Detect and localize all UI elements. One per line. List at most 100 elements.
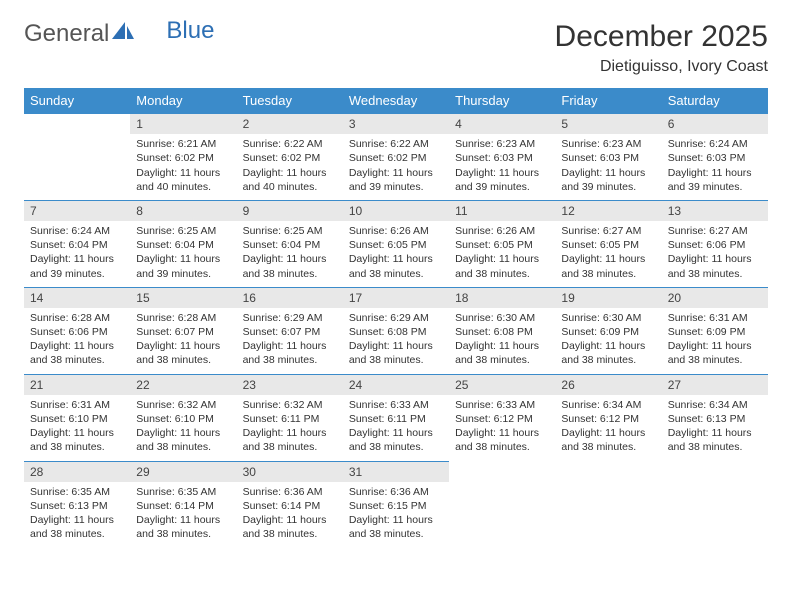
calendar-day-cell: 22Sunrise: 6:32 AMSunset: 6:10 PMDayligh… (130, 374, 236, 461)
logo-blue: Blue (166, 17, 214, 45)
calendar-day-cell: 18Sunrise: 6:30 AMSunset: 6:08 PMDayligh… (449, 287, 555, 374)
day-body: Sunrise: 6:25 AMSunset: 6:04 PMDaylight:… (130, 221, 236, 287)
sunrise-text: Sunrise: 6:28 AM (136, 311, 230, 325)
day-number: 19 (555, 288, 661, 308)
sunset-text: Sunset: 6:09 PM (668, 325, 762, 339)
daylight-text: Daylight: 11 hours and 38 minutes. (349, 426, 443, 454)
sunset-text: Sunset: 6:07 PM (243, 325, 337, 339)
sunset-text: Sunset: 6:07 PM (136, 325, 230, 339)
day-body: Sunrise: 6:33 AMSunset: 6:11 PMDaylight:… (343, 395, 449, 461)
day-body: Sunrise: 6:31 AMSunset: 6:10 PMDaylight:… (24, 395, 130, 461)
calendar-table: Sunday Monday Tuesday Wednesday Thursday… (24, 88, 768, 547)
day-number: 18 (449, 288, 555, 308)
weekday-mon: Monday (130, 88, 236, 114)
day-body: Sunrise: 6:22 AMSunset: 6:02 PMDaylight:… (343, 134, 449, 200)
weekday-sun: Sunday (24, 88, 130, 114)
day-number: 4 (449, 114, 555, 134)
daylight-text: Daylight: 11 hours and 39 minutes. (455, 166, 549, 194)
day-body: Sunrise: 6:30 AMSunset: 6:09 PMDaylight:… (555, 308, 661, 374)
day-body: Sunrise: 6:32 AMSunset: 6:11 PMDaylight:… (237, 395, 343, 461)
calendar-day-cell: 21Sunrise: 6:31 AMSunset: 6:10 PMDayligh… (24, 374, 130, 461)
daylight-text: Daylight: 11 hours and 38 minutes. (349, 339, 443, 367)
day-body: Sunrise: 6:21 AMSunset: 6:02 PMDaylight:… (130, 134, 236, 200)
day-body: Sunrise: 6:35 AMSunset: 6:14 PMDaylight:… (130, 482, 236, 548)
daylight-text: Daylight: 11 hours and 38 minutes. (136, 426, 230, 454)
calendar-day-cell (555, 461, 661, 547)
sunrise-text: Sunrise: 6:29 AM (349, 311, 443, 325)
daylight-text: Daylight: 11 hours and 38 minutes. (243, 513, 337, 541)
calendar-day-cell: 30Sunrise: 6:36 AMSunset: 6:14 PMDayligh… (237, 461, 343, 547)
sunset-text: Sunset: 6:05 PM (349, 238, 443, 252)
calendar-day-cell (662, 461, 768, 547)
calendar-day-cell: 14Sunrise: 6:28 AMSunset: 6:06 PMDayligh… (24, 287, 130, 374)
day-number: 5 (555, 114, 661, 134)
sunset-text: Sunset: 6:05 PM (561, 238, 655, 252)
daylight-text: Daylight: 11 hours and 38 minutes. (243, 426, 337, 454)
calendar-day-cell: 19Sunrise: 6:30 AMSunset: 6:09 PMDayligh… (555, 287, 661, 374)
daylight-text: Daylight: 11 hours and 40 minutes. (136, 166, 230, 194)
weekday-thu: Thursday (449, 88, 555, 114)
day-body: Sunrise: 6:23 AMSunset: 6:03 PMDaylight:… (555, 134, 661, 200)
sunset-text: Sunset: 6:04 PM (243, 238, 337, 252)
daylight-text: Daylight: 11 hours and 38 minutes. (243, 339, 337, 367)
day-body (662, 481, 768, 531)
calendar-day-cell: 13Sunrise: 6:27 AMSunset: 6:06 PMDayligh… (662, 200, 768, 287)
calendar-day-cell: 3Sunrise: 6:22 AMSunset: 6:02 PMDaylight… (343, 114, 449, 201)
sunrise-text: Sunrise: 6:34 AM (668, 398, 762, 412)
sunrise-text: Sunrise: 6:25 AM (243, 224, 337, 238)
day-number: 25 (449, 375, 555, 395)
day-body: Sunrise: 6:28 AMSunset: 6:07 PMDaylight:… (130, 308, 236, 374)
daylight-text: Daylight: 11 hours and 38 minutes. (30, 513, 124, 541)
day-number: 21 (24, 375, 130, 395)
sunset-text: Sunset: 6:13 PM (30, 499, 124, 513)
sunset-text: Sunset: 6:03 PM (455, 151, 549, 165)
sunrise-text: Sunrise: 6:23 AM (455, 137, 549, 151)
sunset-text: Sunset: 6:02 PM (243, 151, 337, 165)
daylight-text: Daylight: 11 hours and 38 minutes. (349, 513, 443, 541)
sunrise-text: Sunrise: 6:24 AM (668, 137, 762, 151)
location: Dietiguisso, Ivory Coast (555, 58, 768, 76)
sunset-text: Sunset: 6:04 PM (30, 238, 124, 252)
calendar-day-cell: 12Sunrise: 6:27 AMSunset: 6:05 PMDayligh… (555, 200, 661, 287)
title-block: December 2025 Dietiguisso, Ivory Coast (555, 20, 768, 76)
day-number: 9 (237, 201, 343, 221)
day-number (449, 461, 555, 481)
sunset-text: Sunset: 6:09 PM (561, 325, 655, 339)
page-title: December 2025 (555, 20, 768, 54)
sunset-text: Sunset: 6:04 PM (136, 238, 230, 252)
daylight-text: Daylight: 11 hours and 39 minutes. (136, 252, 230, 280)
calendar-day-cell (449, 461, 555, 547)
sunset-text: Sunset: 6:08 PM (349, 325, 443, 339)
sunrise-text: Sunrise: 6:28 AM (30, 311, 124, 325)
day-number: 7 (24, 201, 130, 221)
day-body: Sunrise: 6:36 AMSunset: 6:15 PMDaylight:… (343, 482, 449, 548)
calendar-week-row: 14Sunrise: 6:28 AMSunset: 6:06 PMDayligh… (24, 287, 768, 374)
sunrise-text: Sunrise: 6:32 AM (136, 398, 230, 412)
day-body (24, 134, 130, 184)
day-body: Sunrise: 6:31 AMSunset: 6:09 PMDaylight:… (662, 308, 768, 374)
day-number: 11 (449, 201, 555, 221)
sunrise-text: Sunrise: 6:30 AM (455, 311, 549, 325)
day-number: 28 (24, 462, 130, 482)
calendar-day-cell: 6Sunrise: 6:24 AMSunset: 6:03 PMDaylight… (662, 114, 768, 201)
day-number: 20 (662, 288, 768, 308)
calendar-week-row: 21Sunrise: 6:31 AMSunset: 6:10 PMDayligh… (24, 374, 768, 461)
day-body: Sunrise: 6:29 AMSunset: 6:08 PMDaylight:… (343, 308, 449, 374)
sunrise-text: Sunrise: 6:22 AM (243, 137, 337, 151)
sunset-text: Sunset: 6:03 PM (668, 151, 762, 165)
daylight-text: Daylight: 11 hours and 38 minutes. (30, 426, 124, 454)
sunset-text: Sunset: 6:11 PM (349, 412, 443, 426)
day-number: 26 (555, 375, 661, 395)
calendar-day-cell: 29Sunrise: 6:35 AMSunset: 6:14 PMDayligh… (130, 461, 236, 547)
sunrise-text: Sunrise: 6:33 AM (349, 398, 443, 412)
weekday-tue: Tuesday (237, 88, 343, 114)
day-body: Sunrise: 6:34 AMSunset: 6:13 PMDaylight:… (662, 395, 768, 461)
day-number (24, 114, 130, 134)
day-body: Sunrise: 6:32 AMSunset: 6:10 PMDaylight:… (130, 395, 236, 461)
sunrise-text: Sunrise: 6:36 AM (243, 485, 337, 499)
weekday-sat: Saturday (662, 88, 768, 114)
sunrise-text: Sunrise: 6:27 AM (561, 224, 655, 238)
day-number: 6 (662, 114, 768, 134)
day-number: 17 (343, 288, 449, 308)
daylight-text: Daylight: 11 hours and 38 minutes. (455, 339, 549, 367)
